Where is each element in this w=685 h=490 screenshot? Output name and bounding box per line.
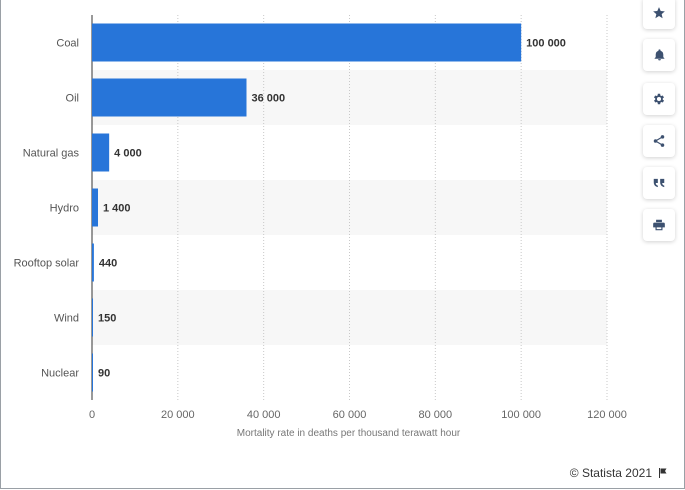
tick-label: 100 000: [501, 409, 541, 421]
data-label: 440: [99, 258, 117, 270]
tick-label: 0: [89, 409, 95, 421]
bar: [92, 298, 93, 337]
bar: [92, 243, 94, 282]
tick-label: 60 000: [333, 409, 367, 421]
bar: [92, 23, 522, 62]
category-label: Coal: [56, 38, 79, 50]
category-label: Nuclear: [41, 368, 79, 380]
print-icon: [653, 219, 665, 231]
category-label: Natural gas: [23, 148, 80, 160]
category-label: Wind: [54, 313, 79, 325]
data-label: 90: [98, 368, 110, 380]
tick-label: 80 000: [419, 409, 453, 421]
favorite-button[interactable]: [643, 0, 675, 29]
bar: [92, 78, 247, 117]
row-band: [92, 290, 607, 345]
data-label: 36 000: [252, 93, 286, 105]
cite-button[interactable]: [643, 167, 675, 199]
star-icon: [653, 7, 665, 19]
tick-label: 120 000: [587, 409, 627, 421]
bar: [92, 353, 93, 392]
credit-text[interactable]: © Statista 2021: [569, 466, 652, 480]
category-label: Hydro: [50, 203, 79, 215]
category-label: Oil: [66, 93, 79, 105]
data-label: 4 000: [114, 148, 142, 160]
data-label: 100 000: [526, 38, 566, 50]
tick-label: 40 000: [247, 409, 281, 421]
data-label: 1 400: [103, 203, 131, 215]
share-button[interactable]: [643, 125, 675, 157]
quote-icon: [653, 178, 665, 188]
flag-icon[interactable]: [657, 467, 669, 479]
bar: [92, 133, 110, 172]
bar-chart: Coal 100 000 Oil 36 000 Natural gas 4 000 Hydr…: [14, 15, 627, 439]
share-icon: [653, 135, 665, 147]
gear-icon: [653, 93, 665, 105]
print-button[interactable]: [643, 209, 675, 241]
data-label: 150: [98, 313, 116, 325]
bar: [92, 188, 99, 227]
settings-button[interactable]: [643, 83, 675, 115]
tick-label: 20 000: [161, 409, 195, 421]
credit: © Statista 2021: [570, 466, 669, 480]
bell-icon: [654, 49, 664, 61]
category-label: Rooftop solar: [14, 258, 80, 270]
x-axis-title: Mortality rate in deaths per thousand te…: [237, 428, 461, 439]
notification-button[interactable]: [643, 39, 675, 71]
